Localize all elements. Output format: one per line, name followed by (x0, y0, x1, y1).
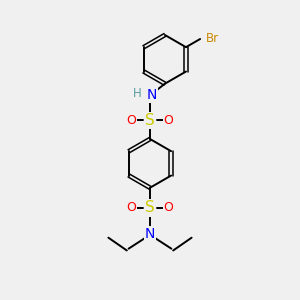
Text: N: N (145, 227, 155, 241)
Text: O: O (164, 114, 173, 127)
Text: S: S (145, 113, 155, 128)
Text: S: S (145, 200, 155, 215)
Text: O: O (127, 114, 136, 127)
Text: O: O (164, 202, 173, 214)
Text: Br: Br (206, 32, 219, 46)
Text: N: N (146, 88, 157, 102)
Text: O: O (127, 202, 136, 214)
Text: H: H (133, 87, 142, 100)
